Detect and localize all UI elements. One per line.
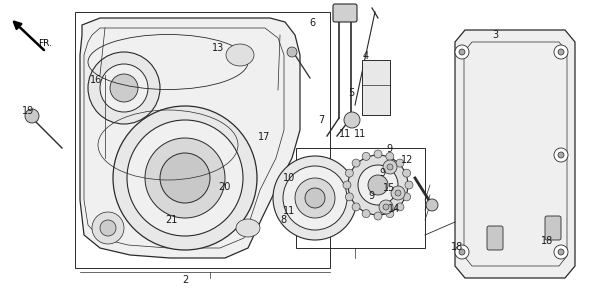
Circle shape — [455, 45, 469, 59]
Circle shape — [344, 112, 360, 128]
Circle shape — [558, 49, 564, 55]
Circle shape — [554, 45, 568, 59]
Circle shape — [88, 52, 160, 124]
Circle shape — [145, 138, 225, 218]
Circle shape — [459, 249, 465, 255]
Circle shape — [113, 106, 257, 250]
Circle shape — [383, 160, 397, 174]
Text: 18: 18 — [542, 236, 553, 246]
Circle shape — [287, 47, 297, 57]
Text: 9: 9 — [369, 191, 375, 201]
Circle shape — [383, 204, 389, 210]
Text: 9: 9 — [386, 144, 392, 154]
Circle shape — [100, 64, 148, 112]
Text: 14: 14 — [388, 204, 400, 214]
Text: 11: 11 — [339, 129, 351, 139]
Circle shape — [273, 156, 357, 240]
Text: 17: 17 — [258, 132, 270, 142]
Circle shape — [426, 199, 438, 211]
Text: 5: 5 — [348, 88, 354, 98]
Circle shape — [386, 209, 394, 218]
Text: 9: 9 — [379, 168, 385, 178]
Circle shape — [554, 245, 568, 259]
Text: FR.: FR. — [38, 39, 52, 48]
Circle shape — [358, 165, 398, 205]
Circle shape — [379, 200, 393, 214]
Circle shape — [352, 159, 360, 167]
Circle shape — [283, 166, 347, 230]
Circle shape — [160, 153, 210, 203]
Circle shape — [127, 120, 243, 236]
Circle shape — [345, 193, 353, 201]
Circle shape — [558, 249, 564, 255]
Circle shape — [558, 152, 564, 158]
Circle shape — [402, 193, 411, 201]
Circle shape — [348, 155, 408, 215]
Circle shape — [100, 220, 116, 236]
Circle shape — [374, 150, 382, 158]
Circle shape — [396, 203, 404, 211]
Circle shape — [374, 212, 382, 220]
Circle shape — [459, 49, 465, 55]
Text: 6: 6 — [310, 17, 316, 28]
Ellipse shape — [226, 44, 254, 66]
FancyBboxPatch shape — [333, 4, 357, 22]
Circle shape — [387, 164, 393, 170]
Circle shape — [396, 159, 404, 167]
Text: 8: 8 — [280, 215, 286, 225]
Circle shape — [391, 186, 405, 200]
Ellipse shape — [236, 219, 260, 237]
Text: 20: 20 — [218, 182, 230, 192]
Polygon shape — [80, 18, 300, 258]
Text: 11: 11 — [283, 206, 295, 216]
Circle shape — [455, 245, 469, 259]
Circle shape — [362, 152, 370, 160]
Circle shape — [345, 169, 353, 177]
Bar — [296, 148, 425, 248]
Text: 21: 21 — [165, 215, 177, 225]
Text: 11: 11 — [354, 129, 366, 139]
Circle shape — [110, 74, 138, 102]
Circle shape — [305, 188, 325, 208]
FancyBboxPatch shape — [487, 226, 503, 250]
Circle shape — [405, 181, 413, 189]
Circle shape — [386, 152, 394, 160]
Circle shape — [362, 209, 370, 218]
Text: 2: 2 — [183, 275, 189, 285]
Bar — [75, 12, 330, 268]
Polygon shape — [455, 30, 575, 278]
Text: 15: 15 — [384, 183, 395, 193]
Text: 13: 13 — [212, 43, 224, 53]
Circle shape — [368, 175, 388, 195]
Text: 16: 16 — [90, 75, 101, 85]
Text: 10: 10 — [283, 172, 295, 183]
Text: 3: 3 — [493, 29, 499, 40]
Text: 19: 19 — [22, 106, 34, 116]
Text: 7: 7 — [319, 115, 324, 126]
Circle shape — [395, 190, 401, 196]
Text: 18: 18 — [451, 242, 463, 252]
Circle shape — [402, 169, 411, 177]
Circle shape — [352, 203, 360, 211]
Bar — [362, 60, 390, 115]
FancyBboxPatch shape — [545, 216, 561, 240]
Circle shape — [343, 181, 351, 189]
Circle shape — [295, 178, 335, 218]
Circle shape — [25, 109, 39, 123]
Text: 4: 4 — [363, 51, 369, 61]
Text: 12: 12 — [401, 154, 413, 165]
Circle shape — [92, 212, 124, 244]
Circle shape — [554, 148, 568, 162]
